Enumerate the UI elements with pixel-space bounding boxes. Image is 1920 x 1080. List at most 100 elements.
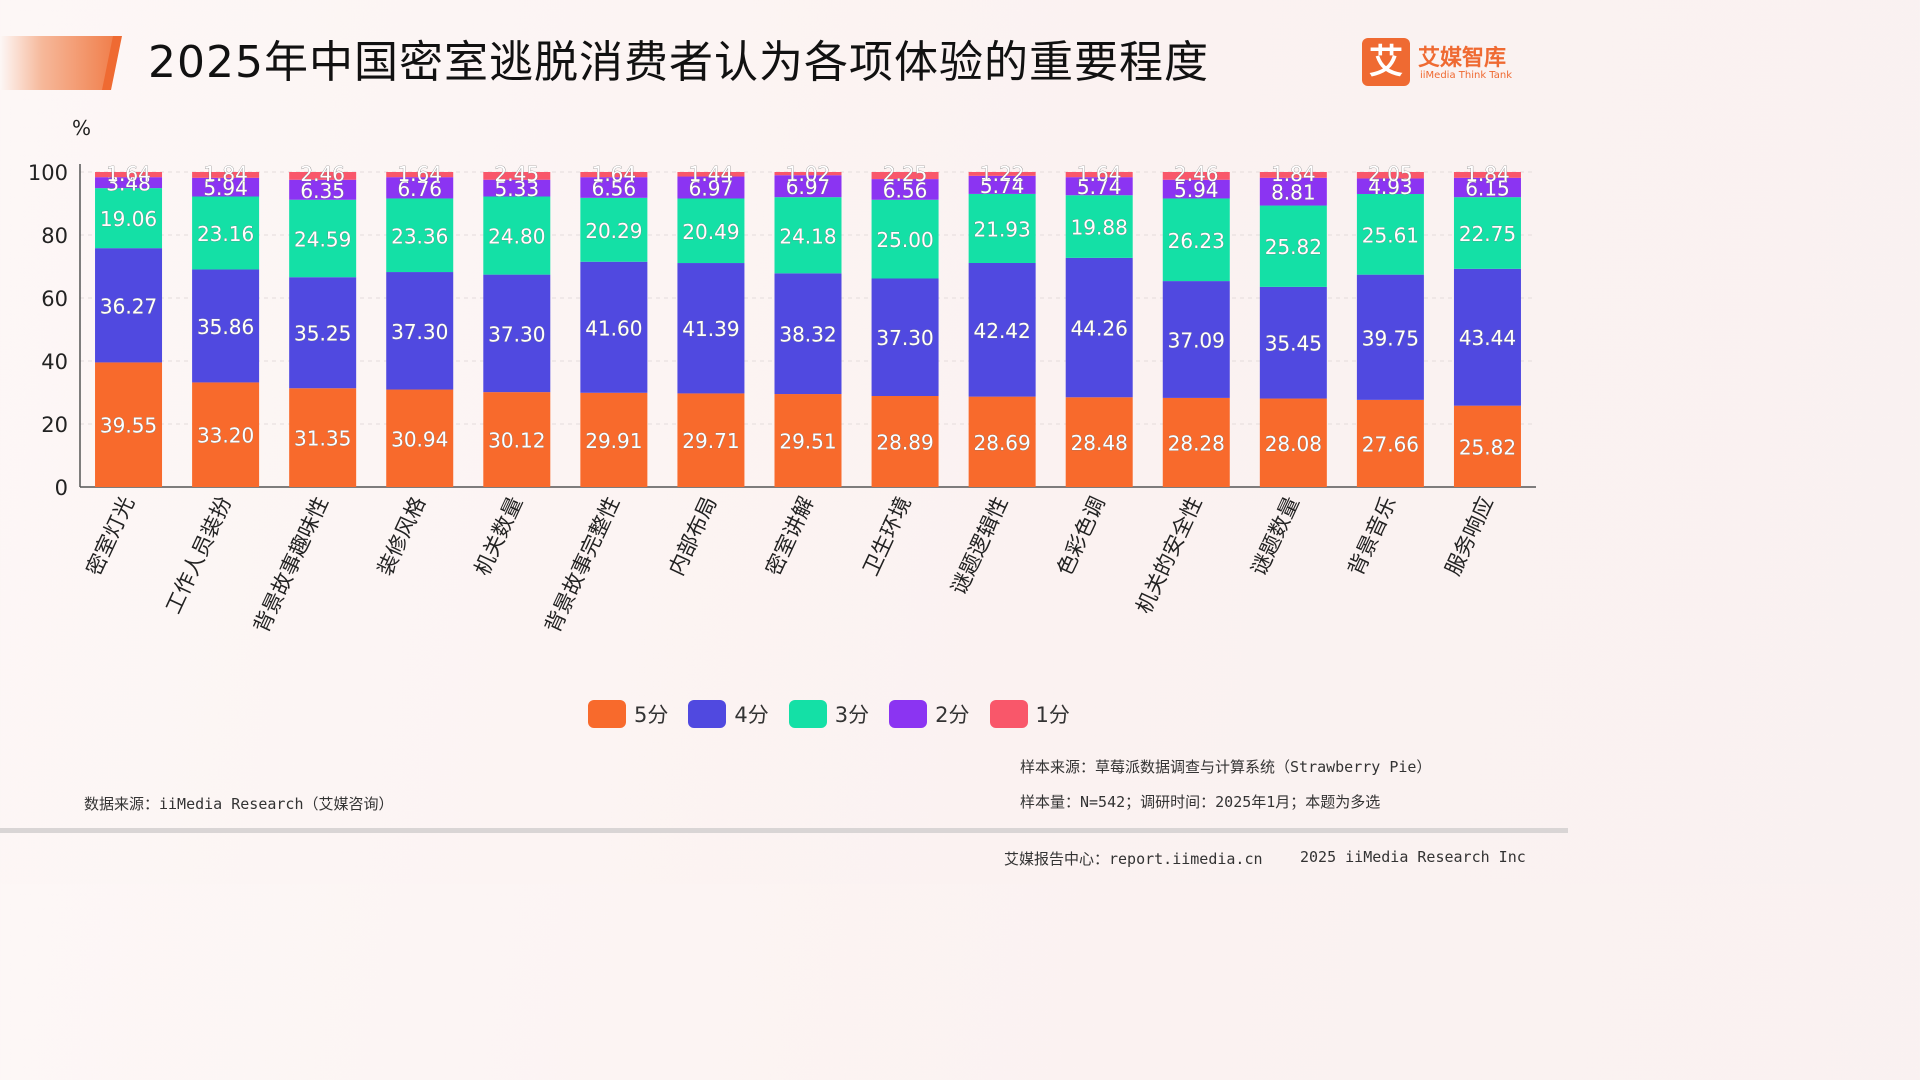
bar-segment bbox=[1162, 198, 1230, 282]
bar-segment bbox=[1065, 397, 1133, 487]
bar-segment bbox=[289, 388, 357, 487]
data-label: 28.89 bbox=[876, 430, 933, 454]
y-tick-label: 80 bbox=[41, 224, 68, 248]
bar-segment bbox=[968, 193, 1036, 264]
bar-segment bbox=[192, 269, 260, 383]
data-label: 37.30 bbox=[391, 320, 448, 344]
data-label: 6.97 bbox=[689, 177, 734, 201]
data-label: 27.66 bbox=[1362, 432, 1419, 456]
data-label: 28.28 bbox=[1168, 431, 1225, 455]
data-label: 28.08 bbox=[1265, 432, 1322, 456]
legend-label-2: 2分 bbox=[935, 703, 970, 727]
x-tick-label: 机关数量 bbox=[470, 493, 527, 579]
bar-segment bbox=[580, 392, 648, 487]
bar-segment bbox=[192, 172, 260, 178]
data-label: 5.94 bbox=[203, 176, 248, 200]
chart-legend: 5分 4分 3分 2分 1分 bbox=[588, 698, 1070, 730]
data-label: 20.29 bbox=[585, 219, 642, 243]
stacked-bar-chart: 02040608010039.5536.2719.063.481.64密室灯光3… bbox=[28, 161, 1536, 636]
data-label: 25.82 bbox=[1459, 435, 1516, 459]
data-label: 29.91 bbox=[585, 429, 642, 453]
data-label: 31.35 bbox=[294, 427, 351, 451]
data-label: 21.93 bbox=[974, 217, 1031, 241]
data-label: 1.22 bbox=[980, 162, 1025, 186]
bar-segment bbox=[677, 263, 745, 394]
sample-size-note: 样本量：N=542；调研时间：2025年1月；本题为多选 bbox=[1020, 793, 1381, 811]
data-label: 28.69 bbox=[974, 431, 1031, 455]
bar-segment bbox=[1259, 177, 1327, 206]
data-label: 39.55 bbox=[100, 414, 157, 438]
legend-item-3: 3分 bbox=[788, 699, 870, 729]
data-label: 22.75 bbox=[1459, 222, 1516, 246]
data-label: 37.30 bbox=[488, 322, 545, 346]
bar-segment bbox=[968, 396, 1036, 487]
data-label: 19.06 bbox=[100, 207, 157, 231]
data-label: 6.15 bbox=[1465, 176, 1510, 200]
data-label: 41.60 bbox=[585, 316, 642, 340]
brand-logo: 艾 艾媒智库 iiMedia Think Tank bbox=[1362, 38, 1522, 88]
x-tick-label: 装修风格 bbox=[373, 493, 430, 579]
bar-segment bbox=[774, 197, 842, 274]
bar-segment bbox=[580, 197, 648, 262]
data-label: 24.59 bbox=[294, 227, 351, 251]
bar-segment bbox=[1453, 197, 1521, 269]
bar-segment bbox=[1065, 257, 1133, 398]
bar-segment bbox=[95, 172, 163, 178]
data-label: 6.56 bbox=[592, 176, 637, 200]
data-label: 5.74 bbox=[1077, 175, 1122, 199]
data-label: 36.27 bbox=[100, 294, 157, 318]
data-label: 26.23 bbox=[1168, 229, 1225, 253]
bar-segment bbox=[774, 394, 842, 487]
bar-segment bbox=[1259, 172, 1327, 178]
data-label: 24.18 bbox=[779, 224, 836, 248]
bar-segment bbox=[774, 175, 842, 198]
footer-divider bbox=[0, 828, 1568, 833]
bar-segment bbox=[483, 172, 551, 180]
x-tick-label: 密室灯光 bbox=[82, 493, 139, 579]
data-label: 1.64 bbox=[1077, 162, 1122, 186]
data-label: 42.42 bbox=[974, 319, 1031, 343]
data-label: 25.00 bbox=[876, 228, 933, 252]
bar-segment bbox=[1162, 281, 1230, 398]
bar-segment bbox=[968, 175, 1036, 194]
bar-segment bbox=[386, 389, 454, 487]
y-tick-label: 60 bbox=[41, 287, 68, 311]
data-label: 2.46 bbox=[300, 162, 345, 186]
legend-label-1: 1分 bbox=[1035, 703, 1070, 727]
data-label: 35.86 bbox=[197, 315, 254, 339]
bar-segment bbox=[677, 172, 745, 177]
bar-segment bbox=[289, 179, 357, 200]
data-label: 35.45 bbox=[1265, 332, 1322, 356]
data-label: 19.88 bbox=[1071, 216, 1128, 240]
bar-segment bbox=[1259, 398, 1327, 487]
y-tick-label: 0 bbox=[55, 476, 68, 500]
x-tick-label: 背景故事完整性 bbox=[541, 493, 625, 636]
title-accent-bar bbox=[0, 36, 120, 90]
bar-segment bbox=[968, 172, 1036, 176]
data-label: 5.33 bbox=[495, 177, 540, 201]
bar-segment bbox=[1356, 193, 1424, 275]
data-label: 6.56 bbox=[883, 178, 928, 202]
legend-item-2: 2分 bbox=[889, 699, 970, 729]
legend-label-3: 3分 bbox=[834, 703, 870, 727]
bar-segment bbox=[289, 199, 357, 278]
bar-segment bbox=[95, 177, 163, 189]
bar-segment bbox=[483, 392, 551, 487]
data-label: 25.82 bbox=[1265, 235, 1322, 259]
legend-item-5: 5分 bbox=[588, 699, 668, 729]
data-label: 2.25 bbox=[883, 162, 928, 186]
data-label: 29.51 bbox=[779, 430, 836, 454]
bar-segment bbox=[580, 177, 648, 198]
logo-english-name: iiMedia Think Tank bbox=[1420, 70, 1513, 81]
data-label: 20.49 bbox=[682, 220, 739, 244]
data-label: 8.81 bbox=[1271, 181, 1316, 205]
data-source-note: 数据来源：iiMedia Research（艾媒咨询） bbox=[84, 795, 394, 813]
data-label: 1.84 bbox=[1271, 162, 1316, 186]
data-label: 33.20 bbox=[197, 424, 254, 448]
x-tick-label: 色彩色调 bbox=[1052, 493, 1109, 579]
data-label: 6.76 bbox=[397, 177, 442, 201]
x-tick-label: 工作人员装扮 bbox=[161, 493, 236, 617]
bar-segment bbox=[386, 272, 454, 390]
bar-segment bbox=[289, 277, 357, 389]
bar-segment bbox=[677, 393, 745, 487]
